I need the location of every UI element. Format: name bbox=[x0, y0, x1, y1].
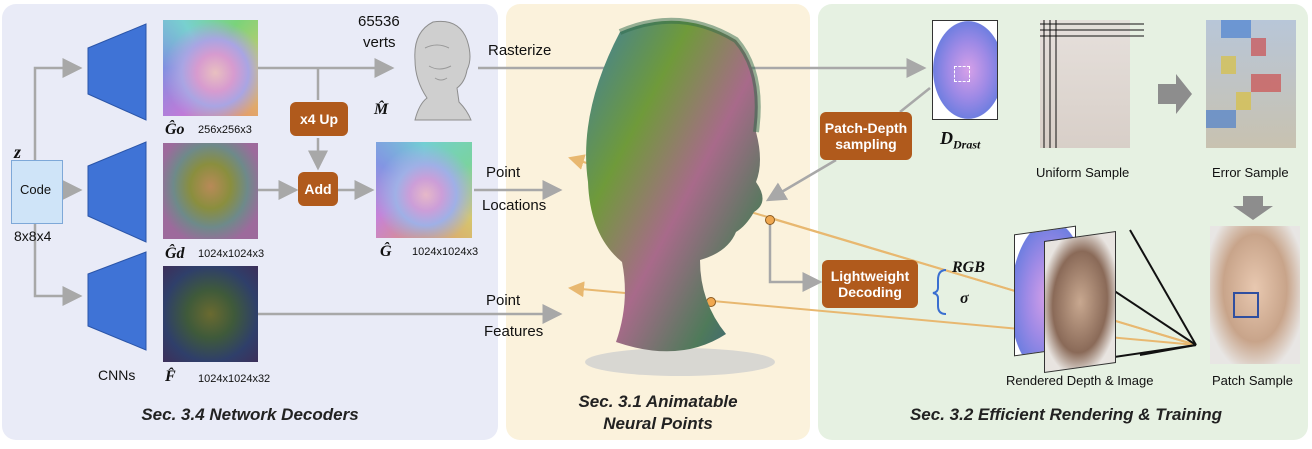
verts-count: 65536 bbox=[358, 13, 400, 30]
code-dims: 8x8x4 bbox=[14, 228, 52, 244]
gd-dims: 1024x1024x3 bbox=[198, 248, 265, 260]
point-locations-label-2: Locations bbox=[482, 197, 547, 214]
lightweight-line-1: Lightweight bbox=[830, 268, 910, 284]
latent-z-label: z bbox=[14, 142, 22, 162]
error-grid-overlay bbox=[1206, 20, 1281, 128]
patch-sample-image bbox=[1210, 226, 1300, 364]
g-dims: 1024x1024x3 bbox=[412, 246, 479, 258]
lightweight-decoding-box: Lightweight Decoding bbox=[822, 260, 918, 308]
drast-label: DDrast bbox=[940, 128, 981, 152]
g-label: Ĝ bbox=[380, 243, 392, 260]
code-box bbox=[11, 160, 63, 224]
verts-word: verts bbox=[363, 34, 396, 51]
rendering-title: Sec. 3.2 Efficient Rendering & Training bbox=[909, 405, 1223, 424]
cnn-decoders bbox=[87, 23, 147, 351]
patch-box-marker bbox=[1233, 292, 1259, 318]
g-map-image bbox=[376, 142, 472, 238]
cnn-label: CNNs bbox=[98, 367, 136, 383]
cnn-top-icon bbox=[87, 23, 147, 121]
patch-sample-label: Patch Sample bbox=[1212, 373, 1293, 388]
rgb-label: RGB bbox=[952, 259, 985, 276]
error-sample-label: Error Sample bbox=[1212, 165, 1289, 180]
mesh-label: M̂ bbox=[374, 101, 389, 118]
point-features-label-1: Point bbox=[486, 292, 521, 309]
f-dims: 1024x1024x32 bbox=[198, 373, 271, 385]
neural-points-title-1: Sec. 3.1 Animatable bbox=[578, 392, 738, 411]
gd-map-image bbox=[163, 143, 258, 239]
cnn-middle-icon bbox=[87, 141, 147, 243]
patch-depth-sampling-box: Patch-Depth sampling bbox=[820, 112, 912, 160]
feature-map-image bbox=[163, 266, 258, 362]
sigma-label: σ bbox=[960, 290, 969, 307]
rasterize-label: Rasterize bbox=[488, 42, 552, 59]
neural-points-title-2: Neural Points bbox=[603, 414, 713, 433]
point-features-label-2: Features bbox=[484, 323, 544, 340]
rendered-label: Rendered Depth & Image bbox=[1006, 373, 1154, 388]
gd-label: Ĝd bbox=[165, 245, 185, 262]
x4-up-box: x4 Up bbox=[290, 102, 348, 136]
go-dims: 256x256x3 bbox=[198, 124, 252, 136]
uniform-sample-label: Uniform Sample bbox=[1036, 165, 1130, 180]
f-label: F̂ bbox=[165, 368, 176, 385]
lightweight-line-2: Decoding bbox=[838, 284, 902, 300]
network-decoders-title: Sec. 3.4 Network Decoders bbox=[141, 405, 359, 424]
drast-depth-image bbox=[932, 20, 998, 120]
point-locations-label-1: Point bbox=[486, 164, 521, 181]
patch-depth-line-1: Patch-Depth bbox=[824, 120, 908, 136]
rendered-image bbox=[1044, 230, 1116, 374]
neural-point-cloud-image bbox=[585, 17, 775, 376]
mesh-head-image bbox=[414, 20, 472, 121]
depth-patch-marker bbox=[954, 66, 970, 82]
uniform-sample-image bbox=[1040, 20, 1130, 148]
go-map-image bbox=[163, 20, 258, 116]
patch-depth-line-2: sampling bbox=[835, 136, 897, 152]
code-label: Code bbox=[20, 182, 52, 197]
add-box: Add bbox=[298, 172, 338, 206]
go-label: Ĝo bbox=[165, 121, 185, 138]
uniform-grid-lines bbox=[1040, 20, 1144, 148]
cnn-bottom-icon bbox=[87, 251, 147, 351]
